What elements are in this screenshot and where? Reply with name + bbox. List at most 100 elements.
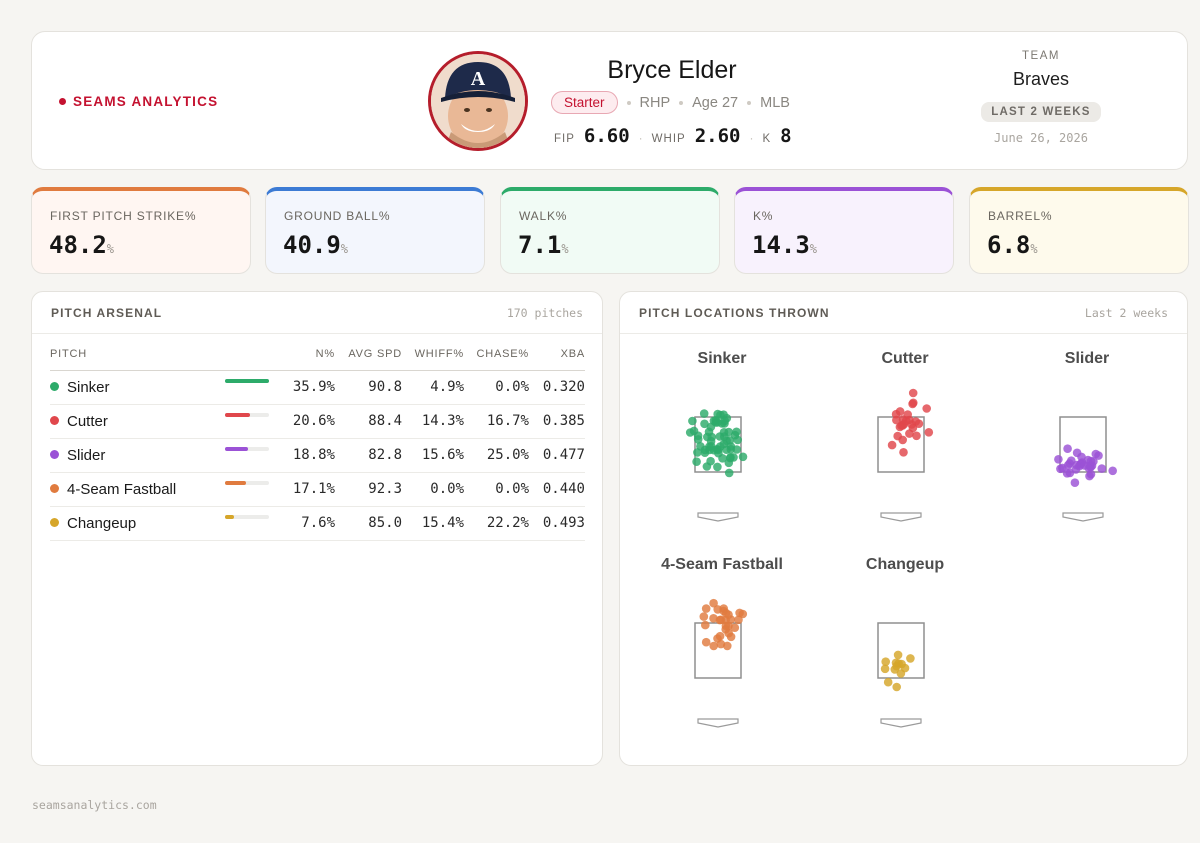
pitch-location-point: [908, 399, 917, 409]
pitch-name-cell: Cutter: [50, 404, 275, 439]
k-value: 8: [780, 125, 792, 147]
pitch-location-point: [1063, 444, 1072, 453]
usage-bar: [225, 446, 269, 451]
zone-title: 4-Seam Fastball: [661, 556, 783, 573]
zone-card: Cutter: [815, 350, 995, 550]
pitch-location-point: [699, 409, 709, 418]
table-row[interactable]: Sinker 35.9% 90.8 4.9% 0.0% 0.320: [50, 370, 585, 405]
usage-bar: [225, 378, 269, 383]
home-plate-icon: [697, 512, 739, 522]
pitch-location-point: [895, 422, 905, 432]
pitch-location-point: [714, 448, 723, 458]
locations-period: Last 2 weeks: [1084, 305, 1168, 320]
strike-zone-box: [877, 622, 925, 679]
metric-card-first-pitch-strike: FIRST PITCH STRIKE% 48.2%: [31, 187, 251, 274]
metric-value: 48.2%: [49, 231, 115, 259]
pitch-location-point: [701, 620, 710, 630]
player-meta: Starter RHP Age 27 MLB: [551, 91, 790, 114]
pitch-location-point: [898, 435, 907, 445]
pitch-location-point: [693, 431, 703, 440]
footer-site-link[interactable]: seamsanalytics.com: [32, 798, 157, 812]
report-date: June 26, 2026: [994, 131, 1088, 145]
col-xba[interactable]: XBA: [529, 344, 585, 371]
pitch-name-cell: Slider: [50, 438, 275, 473]
speed-cell: 90.8: [335, 370, 402, 405]
pitch-location-point: [891, 658, 901, 668]
team-block: TEAM Braves LAST 2 WEEKS June 26, 2026: [972, 50, 1110, 145]
pitch-location-point: [1097, 464, 1107, 473]
col-pitch[interactable]: PITCH: [50, 344, 275, 371]
pitch-location-point: [706, 456, 715, 466]
whip-label: WHIP: [651, 133, 686, 145]
pitch-location-point: [716, 639, 726, 649]
xba-cell: 0.477: [529, 438, 585, 473]
table-row[interactable]: Cutter 20.6% 88.4 14.3% 16.7% 0.385: [50, 404, 585, 439]
pitch-location-point: [912, 431, 921, 441]
strike-zone-plot: [1054, 416, 1117, 522]
pitch-location-point: [701, 637, 711, 647]
col-whiff[interactable]: WHIFF%: [402, 344, 464, 371]
col-chase[interactable]: CHASE%: [464, 344, 529, 371]
player-stat-line: FIP 6.60 · WHIP 2.60 · K 8: [554, 125, 792, 147]
whip-value: 2.60: [694, 125, 741, 147]
pitch-location-point: [732, 445, 742, 454]
pitch-location-point: [735, 608, 744, 618]
role-badge: Starter: [551, 91, 618, 114]
home-plate-icon: [880, 718, 922, 728]
pitch-location-point: [892, 415, 901, 425]
table-row[interactable]: 4-Seam Fastball 17.1% 92.3 0.0% 0.0% 0.4…: [50, 472, 585, 507]
pitch-location-point: [713, 462, 722, 472]
pitch-location-point: [738, 452, 748, 462]
fip-value: 6.60: [583, 125, 630, 147]
pitch-location-point: [729, 453, 738, 462]
pitch-location-point: [892, 682, 901, 692]
xba-cell: 0.440: [529, 472, 585, 507]
metric-value: 7.1%: [518, 231, 569, 259]
home-plate-icon: [880, 512, 922, 522]
usage-cell: 20.6%: [275, 404, 335, 439]
zone-title: Cutter: [881, 350, 929, 367]
whiff-cell: 15.6%: [402, 438, 464, 473]
chase-cell: 16.7%: [464, 404, 529, 439]
zone-card: Changeup: [815, 556, 995, 756]
pitch-location-point: [899, 448, 908, 457]
period-badge[interactable]: LAST 2 WEEKS: [981, 102, 1101, 122]
pitch-color-dot-icon: [50, 484, 59, 494]
whiff-cell: 14.3%: [402, 404, 464, 439]
metric-card-k: K% 14.3%: [734, 187, 954, 274]
pitch-location-point: [887, 440, 897, 450]
pitch-location-point: [709, 641, 718, 651]
col-avg-speed[interactable]: AVG SPD: [335, 344, 402, 371]
pitch-location-point: [709, 614, 718, 623]
col-usage[interactable]: N%: [275, 344, 335, 371]
chase-cell: 0.0%: [464, 472, 529, 507]
pitch-color-dot-icon: [50, 416, 59, 426]
pitch-location-point: [713, 409, 722, 419]
pitch-name: Cutter: [67, 412, 108, 430]
table-row[interactable]: Changeup 7.6% 85.0 15.4% 22.2% 0.493: [50, 506, 585, 541]
pitch-location-point: [719, 428, 729, 437]
arsenal-table: PITCH N% AVG SPD WHIFF% CHASE% XBA Sinke…: [50, 344, 585, 541]
table-row[interactable]: Slider 18.8% 82.8 15.6% 25.0% 0.477: [50, 438, 585, 473]
pitch-location-point: [709, 416, 719, 426]
k-label: K: [762, 133, 772, 145]
pitch-location-point: [896, 669, 906, 678]
xba-cell: 0.385: [529, 404, 585, 439]
brand-logo[interactable]: SEAMS ANALYTICS: [59, 94, 218, 109]
player-name: Bryce Elder: [607, 56, 737, 84]
chase-cell: 22.2%: [464, 506, 529, 541]
pitch-name-cell: Changeup: [50, 506, 275, 541]
pitch-name: 4-Seam Fastball: [67, 480, 177, 498]
usage-bar-fill: [225, 446, 248, 451]
speed-cell: 88.4: [335, 404, 402, 439]
strike-zone-plot: [694, 598, 748, 728]
brand-name: SEAMS ANALYTICS: [73, 94, 219, 109]
table-header-row: PITCH N% AVG SPD WHIFF% CHASE% XBA: [50, 344, 585, 371]
pitch-name: Sinker: [67, 378, 110, 396]
pitch-location-point: [709, 598, 718, 608]
zone-card: Sinker: [632, 350, 812, 550]
xba-cell: 0.320: [529, 370, 585, 405]
pitch-location-point: [883, 677, 893, 687]
stat-separator: ·: [638, 131, 643, 145]
player-avatar: A: [428, 51, 528, 151]
